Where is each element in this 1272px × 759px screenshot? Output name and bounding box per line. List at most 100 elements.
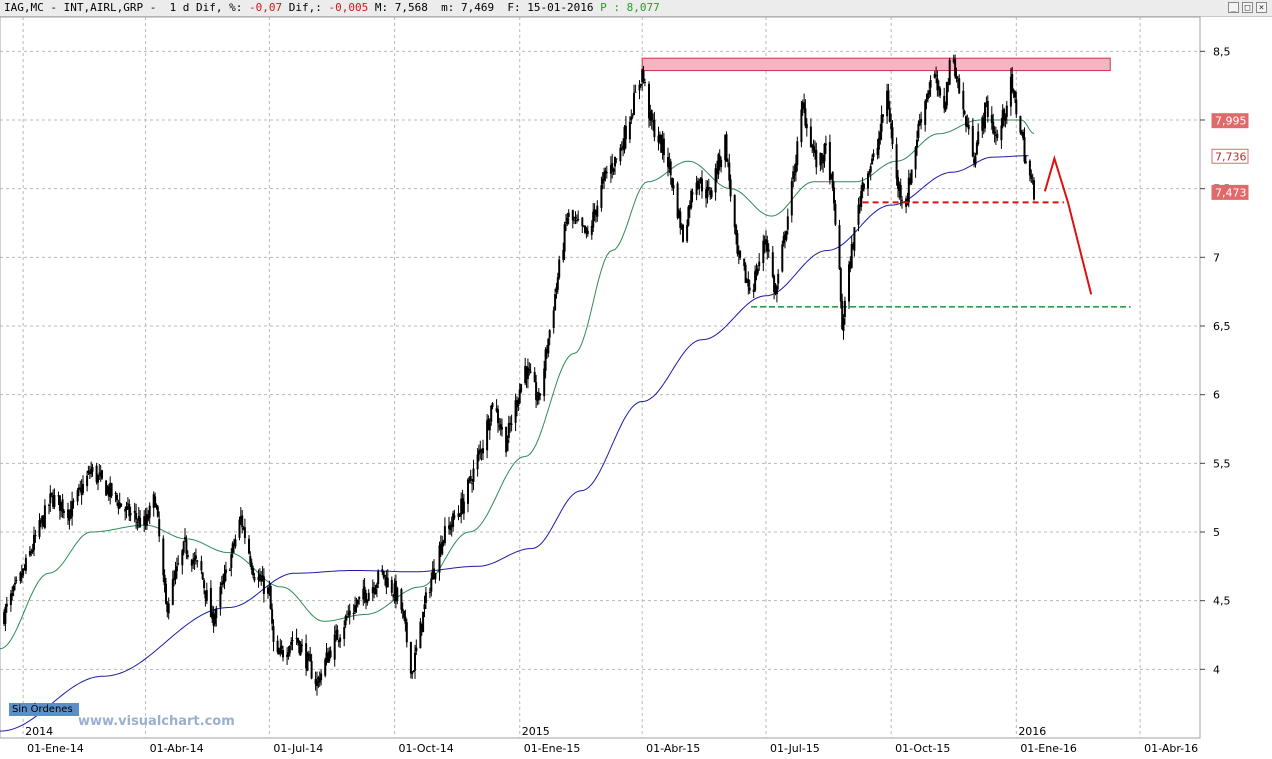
price-tag — [1211, 113, 1249, 129]
candle-body — [614, 156, 616, 167]
candle-body — [762, 240, 765, 264]
candle-body — [39, 520, 42, 524]
candle-body — [223, 573, 226, 583]
candle-body — [971, 126, 974, 157]
candle-body — [739, 251, 742, 258]
candle-body — [135, 513, 138, 520]
candle-body — [535, 382, 538, 400]
candle-body — [754, 271, 757, 291]
candle-body — [823, 144, 826, 162]
candle-body — [714, 168, 717, 193]
candle-body — [981, 117, 984, 131]
candle-body — [49, 493, 52, 504]
candle-body — [204, 590, 207, 599]
candle-body — [268, 588, 271, 590]
candle-body — [868, 171, 871, 173]
candle-body — [224, 569, 227, 574]
candle-body — [943, 95, 946, 109]
candle-body — [890, 123, 893, 130]
candle-body — [735, 225, 738, 236]
candle-body — [763, 242, 766, 244]
candle-body — [72, 500, 75, 502]
candle-body — [139, 517, 142, 527]
candle-body — [165, 583, 167, 604]
candle-body — [567, 212, 570, 217]
chart-header: IAG,MC - INT,AIRL,GRP - 1 d Dif, %: -0,0… — [4, 1, 660, 14]
candle-body — [710, 190, 713, 198]
candle-body — [3, 612, 6, 624]
candle-body — [668, 162, 671, 169]
candle-body — [228, 569, 231, 571]
candle-body — [363, 586, 366, 595]
x-tick-label: 01-Abr-15 — [646, 742, 700, 755]
maximize-button[interactable]: □ — [1242, 2, 1253, 13]
candle-body — [48, 504, 50, 506]
candle-body — [662, 138, 665, 155]
candle-body — [109, 482, 112, 497]
candle-body — [581, 217, 584, 227]
candle-body — [812, 146, 815, 151]
candle-body — [487, 419, 490, 429]
candle-body — [243, 527, 246, 538]
candle-body — [701, 178, 703, 192]
candle-body — [634, 91, 637, 93]
price-chart[interactable]: 44,555,566,577,588,501-Ene-1401-Abr-1401… — [0, 16, 1272, 759]
close-button[interactable]: × — [1256, 2, 1267, 13]
candle-body — [345, 616, 348, 618]
candles — [3, 54, 1035, 696]
candle-body — [148, 505, 151, 518]
candle-body — [220, 583, 223, 585]
candle-body — [577, 219, 580, 221]
candle-body — [20, 573, 23, 578]
candle-body — [536, 399, 539, 401]
candle-body — [672, 184, 675, 189]
candle-body — [297, 638, 299, 643]
header-pct-value: -0,07 — [249, 1, 283, 14]
candle-body — [842, 318, 845, 331]
y-tick-label: 6 — [1213, 389, 1220, 402]
candle-body — [307, 653, 310, 656]
candle-body — [524, 365, 527, 384]
candle-body — [22, 568, 25, 576]
candle-body — [619, 147, 622, 162]
candle-body — [60, 501, 63, 509]
candle-body — [782, 236, 785, 244]
candle-body — [167, 603, 170, 614]
candle-body — [786, 216, 789, 230]
candle-body — [30, 552, 33, 554]
candle-body — [828, 142, 831, 181]
candle-body — [596, 205, 599, 217]
candle-body — [657, 135, 660, 143]
candle-body — [52, 495, 55, 507]
candle-body — [1001, 110, 1004, 127]
minimize-button[interactable]: _ — [1228, 2, 1239, 13]
candle-body — [686, 225, 689, 242]
candle-body — [23, 568, 26, 570]
candle-body — [491, 403, 494, 408]
candle-body — [394, 580, 397, 602]
candle-body — [671, 178, 674, 188]
candle-body — [174, 570, 177, 580]
candle-body — [954, 58, 957, 77]
candle-body — [547, 338, 550, 354]
candle-body — [815, 149, 818, 168]
candle-body — [326, 652, 329, 663]
candle-body — [107, 486, 110, 497]
x-tick-label: 01-Abr-16 — [1144, 742, 1198, 755]
candle-body — [628, 121, 631, 140]
candle-body — [631, 115, 634, 117]
candle-body — [28, 551, 31, 556]
candle-body — [962, 90, 965, 110]
candle-body — [834, 203, 837, 225]
candle-body — [449, 524, 452, 530]
candle-body — [982, 118, 985, 127]
candle-body — [796, 141, 799, 166]
candle-body — [471, 483, 474, 485]
candle-body — [367, 592, 370, 601]
y-tick-label: 8,5 — [1213, 45, 1231, 58]
candle-body — [794, 163, 797, 173]
candle-body — [401, 608, 404, 611]
year-label: 2014 — [25, 725, 53, 738]
candle-body — [50, 492, 53, 495]
orders-badge[interactable]: Sin Órdenes — [9, 703, 79, 716]
